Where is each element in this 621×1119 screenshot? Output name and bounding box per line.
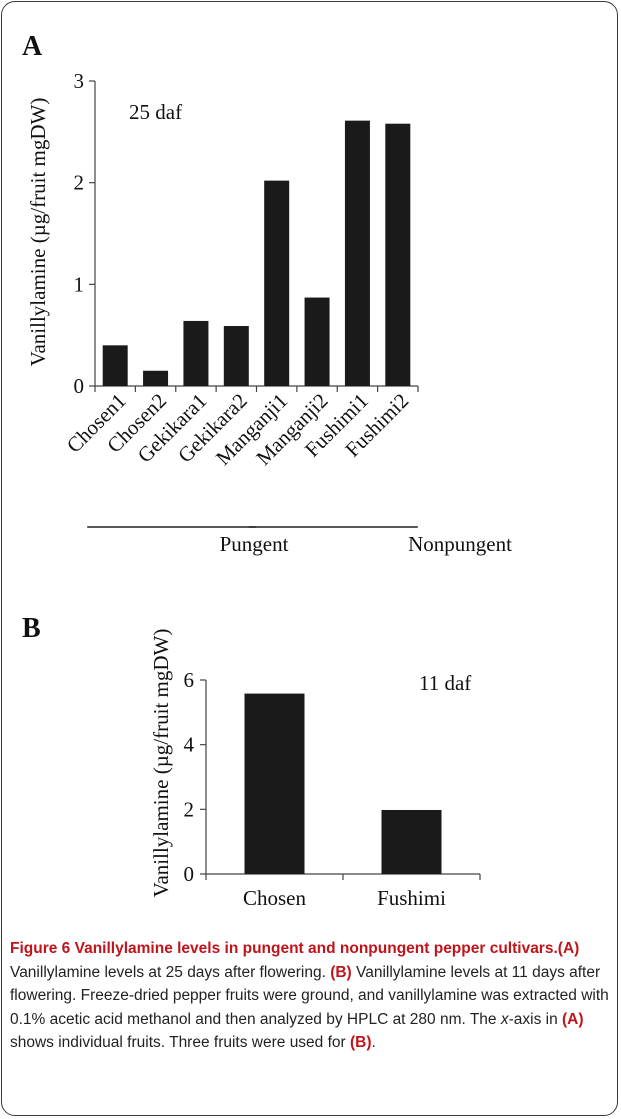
panel-b-y-tick-label: 2 [184,797,195,821]
panel-a-bar [304,297,330,386]
panel-a-bar [102,345,128,386]
group-label-pungent: Pungent [220,532,289,556]
panel-a-bar [344,120,370,387]
panel-b-y-axis-label: Vanillylamine (µg/fruit mgDW) [149,629,173,898]
panel-b-label: B [22,613,41,644]
panel-a-bar [223,326,249,386]
group-label-nonpungent: Nonpungent [408,532,512,556]
panel-a-y-tick-label: 3 [74,69,85,93]
panel-b-y-tick-label: 4 [184,733,195,757]
caption-label-b-ref: (B) [350,1034,372,1051]
panel-b-y-tick-label: 6 [184,668,195,692]
panel-b-bar [244,693,305,874]
panel-a-annotation: 25 daf [129,100,182,124]
panel-a-bar [183,320,209,386]
panel-a-y-axis-label: Vanillylamine (µg/fruit mgDW) [26,98,50,367]
caption-text-3: -axis in [508,1010,563,1028]
panel-b-annotation: 11 daf [419,671,471,695]
panel-a-bar [264,180,290,386]
panel-b-bar [381,809,442,874]
figure-charts: A 25 daf Vanillylamine (µg/fruit mgDW) P… [22,31,512,910]
caption-text-5: . [371,1034,376,1051]
panel-a-y-tick-label: 2 [74,171,85,195]
figure-caption: Figure 6 Vanillylamine levels in pungent… [10,937,610,1055]
panel-a-bar [385,123,411,386]
caption-label-a-ref: (A) [562,1010,584,1028]
caption-text-2: Vanillylamine levels at 11 days after fl… [10,963,609,1028]
panel-a-label: A [22,31,43,62]
panel-b-x-tick-label: Fushimi [377,886,446,910]
caption-title: Figure 6 Vanillylamine levels in pungent… [10,940,558,957]
panel-b-y-tick-label: 0 [184,862,195,886]
caption-text-4: shows individual fruits. Three fruits we… [10,1034,351,1051]
panel-a-y-tick-label: 1 [74,272,85,296]
caption-axis-word: x [500,1010,509,1028]
panel-b-x-tick-label: Chosen [243,886,307,910]
caption-label-b: (B) [330,963,352,981]
caption-text-1: Vanillylamine levels at 25 days after fl… [10,963,331,981]
panel-a-y-tick-label: 0 [74,374,85,398]
panel-a-bar [143,370,169,386]
caption-label-a: (A) [557,940,580,957]
